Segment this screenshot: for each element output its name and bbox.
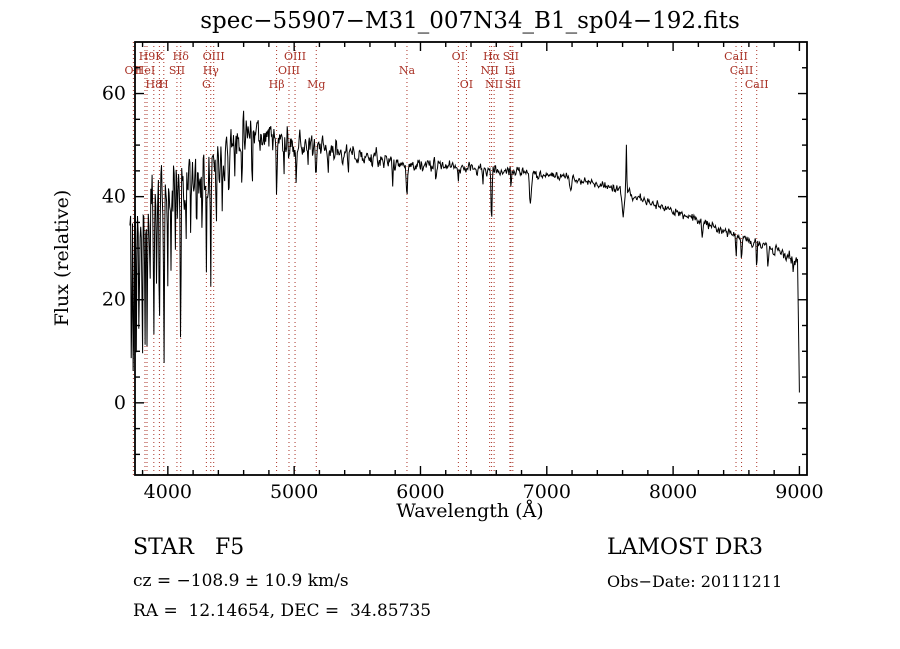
svg-text:7000: 7000 [523,481,571,503]
svg-text:CaII: CaII [730,64,754,77]
svg-text:Hβ: Hβ [269,78,285,91]
svg-text:5000: 5000 [270,481,318,503]
spectrum-line [129,110,800,393]
svg-text:NII: NII [485,78,503,91]
axes [134,41,808,476]
svg-text:CaII: CaII [745,78,769,91]
ra-dec-value: RA = 12.14654, DEC = 34.85735 [133,601,432,621]
svg-text:40: 40 [102,186,126,208]
svg-text:4000: 4000 [144,481,192,503]
svg-text:H8: H8 [146,78,163,91]
svg-text:OIII: OIII [203,50,225,63]
svg-text:20: 20 [102,289,126,311]
svg-text:H: H [159,78,169,91]
svg-text:G: G [202,78,211,91]
svg-text:Hδ: Hδ [173,50,190,63]
svg-text:Mg: Mg [307,78,325,91]
svg-text:NII: NII [481,64,499,77]
svg-text:SII: SII [169,64,185,77]
svg-text:HeI: HeI [135,64,155,77]
svg-text:8000: 8000 [649,481,697,503]
x-axis-label: Wavelength (Å) [396,500,544,522]
svg-text:OIII: OIII [284,50,306,63]
svg-text:OIII: OIII [278,64,300,77]
svg-text:9000: 9000 [775,481,823,503]
svg-text:Hα: Hα [483,50,501,63]
svg-text:Li: Li [504,64,515,77]
line-markers: OIIHeIH9H8KHSIIHδGHγOIIIHβOIIIOIIIMgNaOI… [124,42,769,475]
svg-text:Hγ: Hγ [203,64,220,77]
survey-label: LAMOST DR3 [607,535,763,560]
cz-value: cz = −108.9 ± 10.9 km/s [133,571,349,591]
svg-text:0: 0 [114,392,126,414]
obs-date: Obs−Date: 20111211 [607,572,783,591]
svg-text:SII: SII [505,78,521,91]
svg-text:Na: Na [399,64,416,77]
svg-text:H9: H9 [139,50,156,63]
svg-text:OI: OI [460,78,473,91]
object-class-label: STAR F5 [133,535,245,560]
svg-text:60: 60 [102,83,126,105]
chart-title: spec−55907−M31_007N34_B1_sp04−192.fits [200,8,740,34]
svg-text:OI: OI [452,50,465,63]
svg-text:K: K [155,50,164,63]
svg-text:6000: 6000 [396,481,444,503]
svg-text:CaII: CaII [724,50,748,63]
svg-text:SII: SII [503,50,519,63]
